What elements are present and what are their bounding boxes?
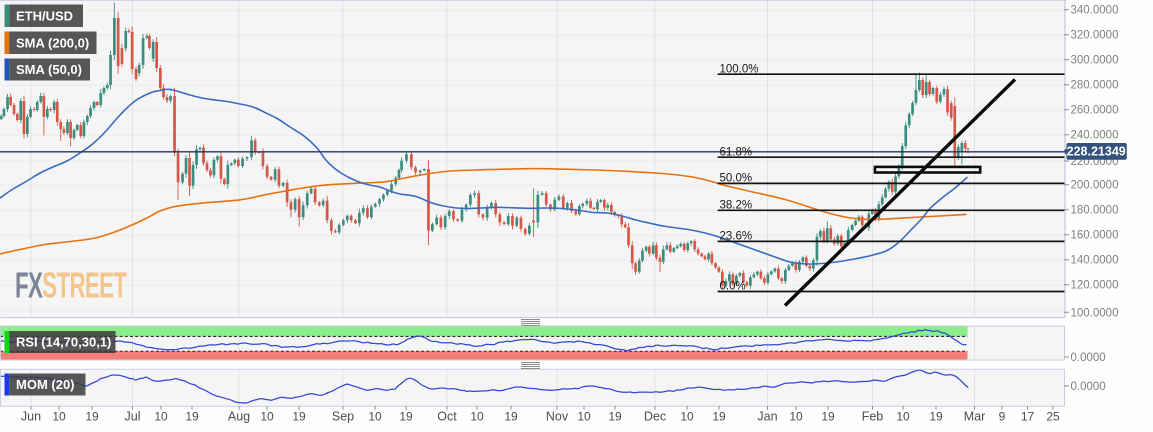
svg-text:19: 19 — [399, 410, 413, 424]
svg-text:Jan: Jan — [757, 410, 777, 424]
svg-text:280.0000: 280.0000 — [1071, 80, 1119, 92]
svg-text:61.8%: 61.8% — [720, 146, 753, 158]
svg-text:19: 19 — [185, 410, 199, 424]
svg-text:RSI (14,70,30,1): RSI (14,70,30,1) — [16, 335, 111, 350]
svg-text:0.0000: 0.0000 — [1071, 352, 1106, 364]
svg-text:19: 19 — [712, 410, 726, 424]
svg-text:19: 19 — [608, 410, 622, 424]
svg-text:Aug: Aug — [228, 410, 250, 424]
svg-text:Sep: Sep — [332, 410, 354, 424]
svg-text:19: 19 — [85, 410, 99, 424]
svg-text:25: 25 — [1046, 410, 1060, 424]
svg-text:19: 19 — [821, 410, 835, 424]
svg-text:50.0%: 50.0% — [720, 173, 753, 185]
svg-text:340.0000: 340.0000 — [1071, 5, 1119, 17]
svg-text:10: 10 — [470, 410, 484, 424]
svg-text:SMA (50,0): SMA (50,0) — [16, 62, 82, 77]
svg-text:10: 10 — [154, 410, 168, 424]
svg-text:260.0000: 260.0000 — [1071, 105, 1119, 117]
svg-text:FXSTREET: FXSTREET — [15, 266, 127, 306]
svg-text:9: 9 — [999, 410, 1006, 424]
svg-text:140.0000: 140.0000 — [1071, 255, 1119, 267]
svg-text:19: 19 — [929, 410, 943, 424]
svg-text:Dec: Dec — [644, 410, 666, 424]
svg-text:200.0000: 200.0000 — [1071, 180, 1119, 192]
svg-text:240.0000: 240.0000 — [1071, 130, 1119, 142]
svg-text:10: 10 — [896, 410, 910, 424]
svg-text:120.0000: 120.0000 — [1071, 280, 1119, 292]
svg-text:Nov: Nov — [546, 410, 569, 424]
svg-text:100.0000: 100.0000 — [1071, 307, 1119, 319]
svg-text:320.0000: 320.0000 — [1071, 30, 1119, 42]
svg-text:Mar: Mar — [964, 410, 986, 424]
svg-text:160.0000: 160.0000 — [1071, 230, 1119, 242]
svg-text:17: 17 — [1021, 410, 1035, 424]
svg-text:300.0000: 300.0000 — [1071, 55, 1119, 67]
svg-text:Oct: Oct — [437, 410, 457, 424]
svg-text:10: 10 — [260, 410, 274, 424]
svg-text:10: 10 — [680, 410, 694, 424]
svg-text:Jun: Jun — [21, 410, 41, 424]
svg-text:19: 19 — [504, 410, 518, 424]
svg-text:228.21349: 228.21349 — [1067, 145, 1126, 159]
svg-text:Feb: Feb — [862, 410, 884, 424]
svg-text:10: 10 — [368, 410, 382, 424]
svg-text:19: 19 — [292, 410, 306, 424]
svg-text:0.0000: 0.0000 — [1071, 381, 1106, 393]
svg-text:Jul: Jul — [125, 410, 141, 424]
svg-text:10: 10 — [789, 410, 803, 424]
svg-text:180.0000: 180.0000 — [1071, 205, 1119, 217]
svg-text:100.0%: 100.0% — [720, 63, 759, 75]
svg-text:38.2%: 38.2% — [720, 200, 753, 212]
svg-text:10: 10 — [52, 410, 66, 424]
svg-text:10: 10 — [577, 410, 591, 424]
svg-text:23.6%: 23.6% — [720, 231, 753, 243]
svg-text:0.0%: 0.0% — [720, 281, 746, 293]
svg-text:MOM (20): MOM (20) — [16, 377, 75, 392]
svg-text:ETH/USD: ETH/USD — [16, 8, 73, 23]
svg-text:SMA (200,0): SMA (200,0) — [16, 35, 89, 50]
